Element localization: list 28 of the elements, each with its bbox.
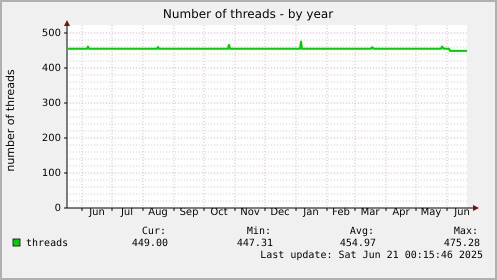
text: Avg: [350,226,374,237]
y-tick-label: 200 [42,133,61,144]
chart-title: Number of threads - by year [162,7,334,21]
x-tick-label: Nov [240,207,260,218]
x-tick-label: May [420,207,442,218]
y-axis-title: number of threads [4,69,17,172]
text: 447.31 [236,238,273,249]
x-tick-label: Aug [148,207,168,218]
y-tick-label: 500 [42,28,61,40]
x-tick-label: Jun [88,207,105,218]
y-tick-label: 100 [42,168,61,180]
y-tick-label: 400 [42,63,61,74]
y-tick-label: 0 [54,203,61,214]
text: Max: [454,226,478,237]
x-tick-label: Mar [360,207,380,218]
x-tick-label: Jul [120,207,134,218]
y-tick-label: 300 [42,98,61,110]
text: Min: [246,226,271,237]
x-tick-label: Jun [453,207,470,218]
text: Cur: [142,226,166,237]
text: 475.28 [444,238,480,249]
text: 454.97 [340,238,376,249]
legend-label: threads [26,238,68,249]
text: Last update: Sat Jun 21 00:15:46 2025 [260,250,483,261]
line-series [66,40,468,52]
text: 449.00 [132,238,168,249]
x-tick-label: Apr [392,207,411,218]
x-tick-label: Jan [302,207,319,218]
